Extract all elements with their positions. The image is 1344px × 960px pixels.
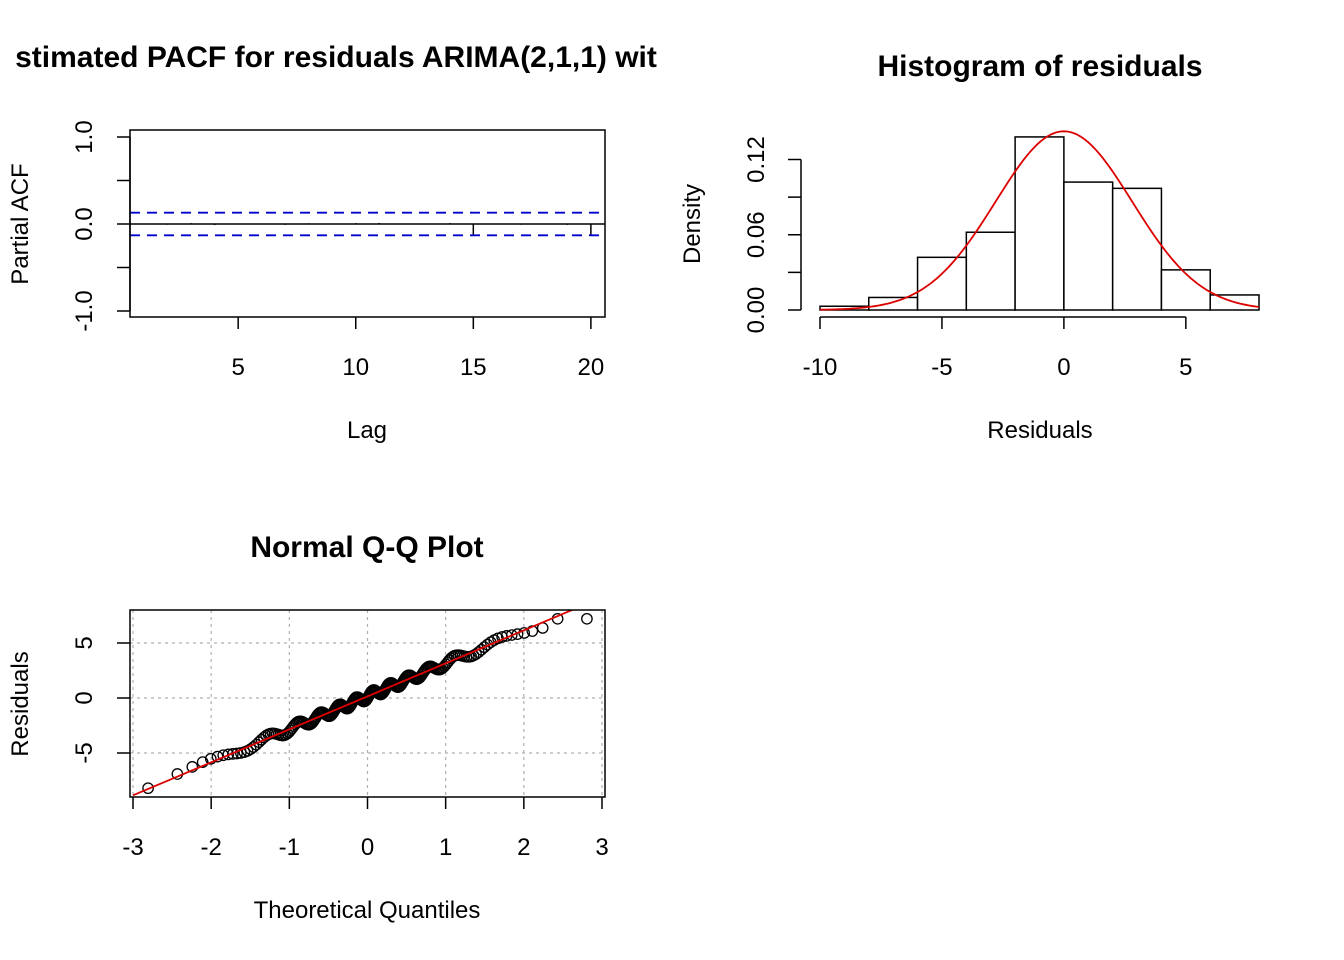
histogram-plot-area: -10 -5 0 5 0.00 0.06 0.12	[743, 130, 1260, 381]
qq-panel: Normal Q-Q Plot Theoretical Quantiles Re…	[7, 531, 609, 924]
pacf-x-tick-label: 10	[342, 354, 369, 381]
qq-x-tick-label: 2	[517, 834, 530, 861]
qq-x-tick-label: -2	[200, 834, 221, 861]
qq-title: Normal Q-Q Plot	[250, 531, 483, 564]
qq-point	[196, 756, 209, 768]
histogram-x-tick-label: -10	[803, 354, 838, 381]
pacf-x-tick-label: 5	[231, 354, 244, 381]
qq-reference-line	[132, 610, 575, 797]
histogram-ylabel: Density	[679, 184, 706, 264]
histogram-bar	[1014, 136, 1065, 311]
qq-x-tick-label: 1	[439, 834, 452, 861]
histogram-bar	[868, 296, 919, 311]
histogram-bar	[1111, 187, 1163, 311]
histogram-bar	[1063, 181, 1114, 311]
histogram-title: Histogram of residuals	[877, 50, 1202, 83]
qq-x-tick-label: -1	[279, 834, 300, 861]
qq-y-tick-label: 0	[71, 691, 98, 704]
qq-plot-area: -3 -2 -1 0 1 2 3 -5 0 5	[71, 609, 609, 861]
qq-ylabel: Residuals	[7, 651, 34, 756]
qq-y-tick-label: -5	[71, 742, 98, 763]
histogram-x-tick-label: 5	[1179, 354, 1192, 381]
histogram-bar	[1160, 269, 1211, 311]
pacf-x-tick-label: 15	[460, 354, 487, 381]
histogram-bar	[916, 256, 968, 311]
pacf-x-tick-label: 20	[578, 354, 605, 381]
histogram-y-tick-label: 0.00	[743, 287, 770, 334]
qq-point	[511, 628, 524, 640]
histogram-xlabel: Residuals	[987, 417, 1092, 444]
qq-point	[222, 748, 235, 761]
pacf-panel: stimated PACF for residuals ARIMA(2,1,1)…	[7, 41, 657, 444]
histogram-normal-curve	[819, 130, 1260, 311]
pacf-y-tick-label: 1.0	[71, 120, 98, 153]
pacf-plot-area: 5 10 15 20 -1.0 0.0 1.0	[71, 120, 606, 381]
qq-point	[393, 680, 406, 693]
qq-point	[204, 752, 217, 765]
qq-point	[505, 629, 518, 641]
histogram-panel: Histogram of residuals Residuals Density…	[679, 50, 1260, 444]
histogram-x-tick-label: 0	[1057, 354, 1070, 381]
pacf-ylabel: Partial ACF	[7, 163, 34, 284]
qq-point	[581, 612, 593, 625]
histogram-bar	[965, 231, 1016, 311]
qq-xlabel: Theoretical Quantiles	[254, 897, 481, 924]
qq-point	[186, 761, 199, 773]
pacf-title: stimated PACF for residuals ARIMA(2,1,1)…	[15, 41, 657, 74]
qq-point	[142, 782, 154, 795]
pacf-xlabel: Lag	[347, 417, 387, 444]
histogram-x-tick-label: -5	[931, 354, 952, 381]
histogram-y-tick-label: 0.12	[743, 136, 770, 183]
qq-x-tick-label: 0	[361, 834, 374, 861]
qq-point	[227, 748, 239, 760]
histogram-y-tick-label: 0.06	[743, 211, 770, 258]
qq-y-tick-label: 5	[71, 636, 98, 649]
pacf-y-tick-label: 0.0	[71, 207, 98, 240]
pacf-y-tick-label: -1.0	[71, 290, 98, 331]
qq-x-tick-label: 3	[595, 834, 608, 861]
qq-x-tick-label: -3	[122, 834, 143, 861]
